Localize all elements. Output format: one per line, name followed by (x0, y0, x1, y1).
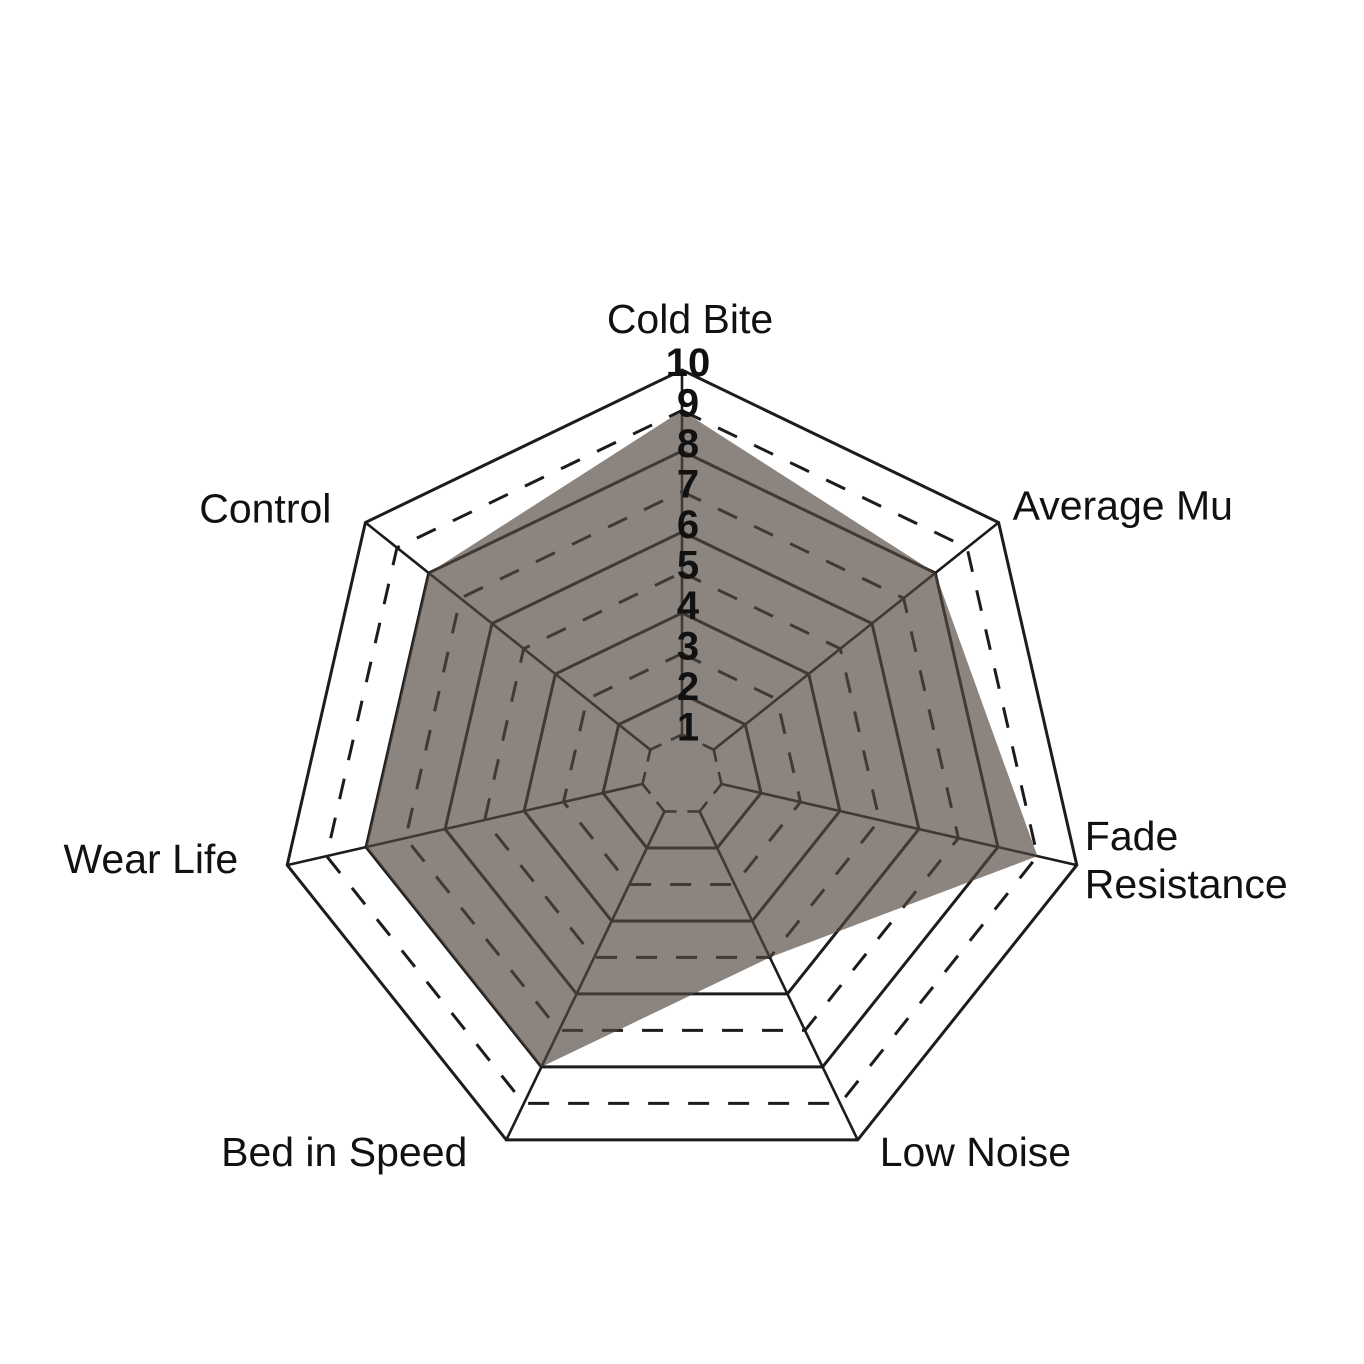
scale-tick-label-10: 10 (666, 341, 711, 385)
scale-tick-label-8: 8 (677, 422, 699, 466)
axis-label-bed-in-speed: Bed in Speed (221, 1129, 467, 1175)
axis-label-low-noise: Low Noise (880, 1129, 1071, 1175)
scale-tick-label-6: 6 (677, 503, 699, 547)
scale-tick-label-4: 4 (677, 584, 700, 628)
scale-tick-label-1: 1 (677, 706, 699, 750)
scale-tick-label-5: 5 (677, 544, 699, 588)
grid-ring-dashed-9 (324, 408, 1040, 1105)
axis-label-cold-bite: Cold Bite (607, 296, 773, 342)
axis-label-fade-resistance-line2: Resistance (1085, 861, 1288, 907)
grid-ring-solid-10 (285, 368, 1079, 1142)
scale-tick-label-9: 9 (677, 382, 699, 426)
axis-label-average-mu: Average Mu (1013, 483, 1233, 529)
axis-label-wear-life: Wear Life (63, 836, 238, 882)
scale-tick-label-7: 7 (677, 463, 699, 507)
scale-tick-label-2: 2 (677, 665, 699, 709)
scale-tick-label-3: 3 (677, 625, 699, 669)
data-polygon (366, 410, 1038, 1067)
axis-label-fade-resistance-line1: Fade (1085, 813, 1178, 859)
axis-label-control: Control (199, 486, 331, 532)
